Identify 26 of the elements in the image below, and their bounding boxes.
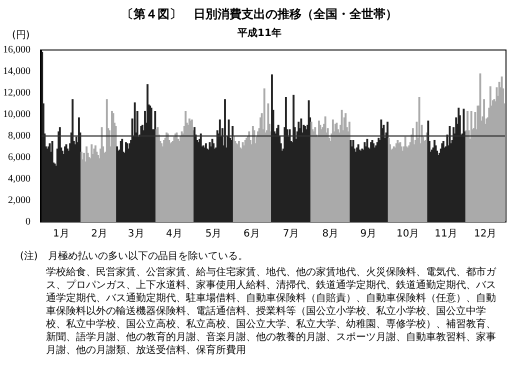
- x-tick-label: 2月: [91, 228, 108, 240]
- x-tick-label: 5月: [205, 228, 222, 240]
- x-tick-label: 11月: [434, 228, 458, 240]
- x-tick-label: 4月: [166, 228, 182, 240]
- y-tick-label: 2,000: [8, 195, 30, 206]
- text: 学校給食、民営家賃、公営家賃、給与住宅家賃、地代、他の家賃地代、火災保険料、電気代、都市ガス、プロパンガス、上下水道料、家事使用人給料、清掃代、鉄道通学定期代、鉄道通勤定期代、バス通学定期代、バス通勤定期代、駐車場借料、自動車保険料（自賠責）、自動車保険料（任意）、自動車保険料以外の輸送機器保険料、電話通信料、授業料等（国公立小学校、私立小学校、国公立中学校、私立中学校、国公立高校、私立高校、国公立大学、私立大学、幼稚園、専修学校）、補習教育、新聞、語学月謝、他の教育的月謝、音楽月謝、他の教養的月謝、スポーツ月謝、自動車教習料、家事月謝、他の月謝類、放送受信料、保育所費用: [45, 266, 498, 357]
- x-tick-label: 9月: [360, 228, 377, 240]
- y-tick-label: 0: [26, 216, 30, 228]
- y-tick-label: 10,000: [3, 109, 30, 120]
- x-tick-label: 7月: [282, 228, 300, 240]
- y-tick-label: 4,000: [8, 174, 30, 185]
- x-tick-label: 6月: [243, 228, 260, 240]
- x-tick-label: 3月: [128, 228, 144, 240]
- y-tick-label: 6,000: [8, 152, 30, 164]
- y-axis-title: (円): [12, 29, 30, 42]
- chart-title: 〔第４図〕 日別消費支出の推移（全国・全世帯）: [120, 6, 398, 23]
- text: (注) 月極め払いの多い以下の品目を除いている。: [20, 250, 249, 263]
- y-tick-label: 14,000: [3, 66, 30, 78]
- x-tick-label: 10月: [396, 228, 420, 240]
- y-tick-label: 12,000: [3, 88, 30, 99]
- x-tick-label: 8月: [322, 228, 339, 240]
- chart-subtitle: 平成11年: [238, 28, 282, 39]
- y-tick-label: 8,000: [8, 130, 30, 142]
- x-tick-label: 1月: [52, 228, 70, 240]
- y-tick-label: 16,000: [3, 44, 30, 56]
- x-tick-label: 12月: [474, 228, 497, 240]
